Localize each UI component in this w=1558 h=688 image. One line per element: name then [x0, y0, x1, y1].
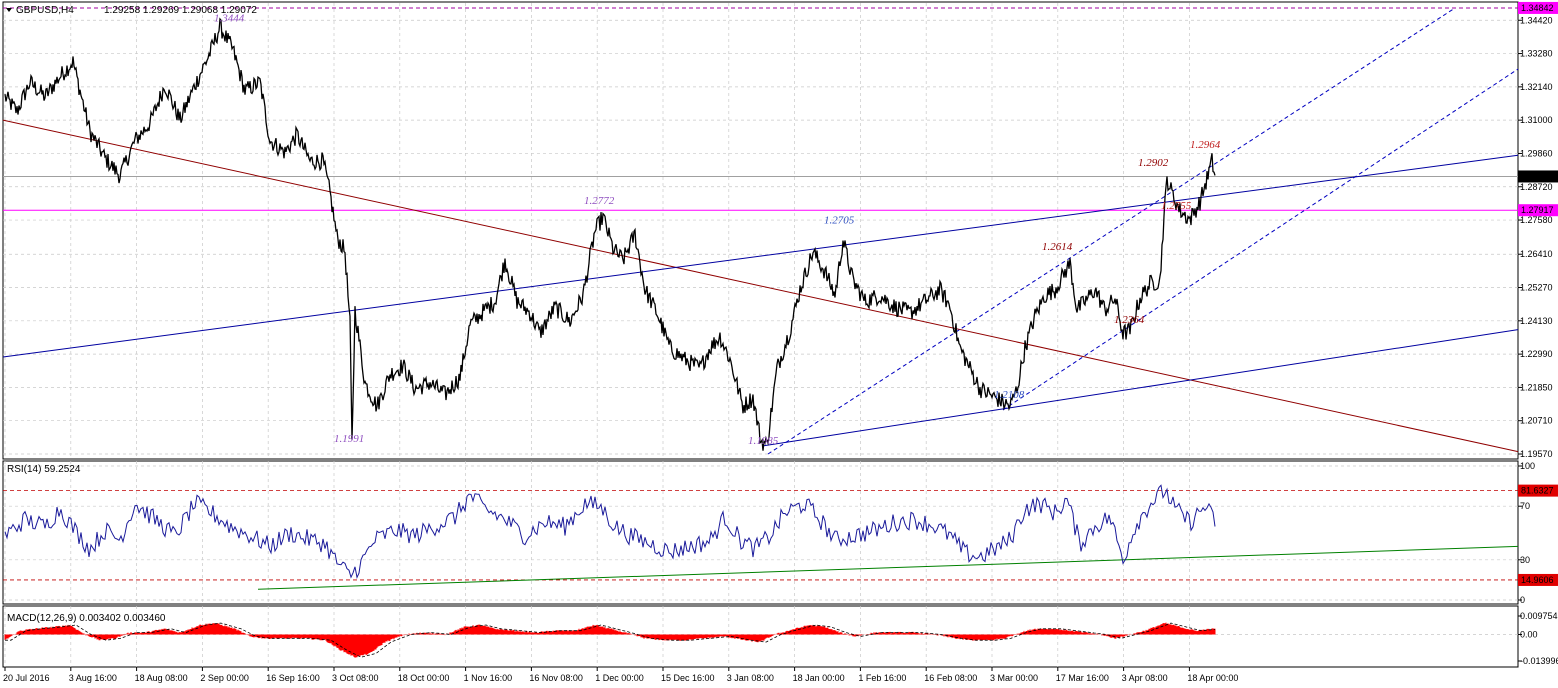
macd-histogram — [4, 622, 1216, 658]
price-annotation: 1.3444 — [214, 13, 245, 25]
rsi-tag-label: 14.9606 — [1521, 575, 1554, 585]
x-tick-label: 16 Sep 16:00 — [266, 673, 320, 683]
horizontal-levels — [3, 7, 1518, 211]
y-tick-label: 0.009754 — [1520, 611, 1558, 621]
y-tick-label: 1.25270 — [1520, 283, 1553, 293]
x-axis-labels: 20 Jul 2016 3 Aug 16:00 18 Aug 08:00 2 Sep … — [3, 667, 1238, 683]
y-tick-label: -0.013996 — [1520, 656, 1558, 666]
price-tag-bg — [1518, 1, 1558, 14]
x-tick-label: 15 Dec 16:00 — [661, 673, 715, 683]
x-tick-label: 1 Feb 16:00 — [858, 673, 906, 683]
y-tick-label: 1.20710 — [1520, 416, 1553, 426]
x-tick-label: 18 Apr 00:00 — [1187, 673, 1238, 683]
x-tick-label: 1 Dec 00:00 — [595, 673, 644, 683]
x-tick-label: 3 Oct 08:00 — [332, 673, 379, 683]
y-tick-label: 70 — [1520, 501, 1530, 511]
trendline — [1002, 68, 1519, 411]
y-tick-label: 0 — [1520, 595, 1525, 605]
y-tick-label: 0.00 — [1520, 629, 1538, 639]
y-tick-label: 1.27580 — [1520, 215, 1553, 225]
price-annotation: 1.2108 — [994, 389, 1025, 401]
rsi-series — [4, 484, 1216, 580]
price-annotation: 1.2964 — [1190, 139, 1221, 151]
price-annotation: 1.1985 — [748, 435, 779, 447]
x-tick-label: 18 Aug 08:00 — [135, 673, 188, 683]
y-tick-label: 1.19570 — [1520, 449, 1553, 459]
rsi-tag-label: 81.6327 — [1521, 486, 1554, 496]
main-price-panel — [2, 1, 1519, 460]
price-tag-label: 1.34842 — [1521, 3, 1554, 13]
x-tick-label: 3 Jan 08:00 — [727, 673, 774, 683]
price-tag-label: 1.27917 — [1521, 205, 1554, 215]
rsi-panel — [2, 460, 1519, 605]
price-annotation: 1.2705 — [824, 215, 855, 227]
x-tick-label: 18 Oct 00:00 — [398, 673, 450, 683]
price-annotations: 1.3444 1.1991 1.2772 1.1985 1.2705 1.2108 1.26… — [214, 13, 1221, 447]
macd-label: MACD(12,26,9) 0.003402 0.003460 — [7, 613, 166, 624]
x-tick-label: 3 Aug 16:00 — [69, 673, 117, 683]
price-annotation: 1.2614 — [1042, 241, 1073, 253]
y-axis-labels: 1.34420 1.33280 1.32140 1.31000 1.29860 1.287… — [1518, 15, 1558, 666]
chart-menu-icon[interactable] — [6, 8, 12, 12]
price-series — [4, 17, 1216, 451]
trendlines — [2, 7, 1519, 455]
x-tick-label: 16 Nov 08:00 — [529, 673, 583, 683]
x-tick-label: 17 Mar 16:00 — [1056, 673, 1109, 683]
y-tick-label: 1.34420 — [1520, 15, 1553, 25]
price-annotation: 1.1991 — [334, 433, 364, 445]
y-tick-label: 1.26410 — [1520, 249, 1553, 259]
price-tag-bg — [1518, 204, 1558, 217]
trendline — [762, 329, 1519, 447]
x-tick-label: 16 Feb 08:00 — [924, 673, 977, 683]
trendline — [2, 154, 1519, 358]
y-tick-label: 1.31000 — [1520, 115, 1553, 125]
x-tick-label: 3 Apr 08:00 — [1122, 673, 1168, 683]
price-annotation: 1.2772 — [584, 195, 615, 207]
grid — [3, 3, 1518, 667]
y-tick-label: 30 — [1520, 555, 1530, 565]
x-tick-label: 20 Jul 2016 — [3, 673, 50, 683]
macd-signal-line — [5, 622, 1216, 658]
y-tick-label: 100 — [1520, 461, 1535, 471]
price-tags: 1.34842 1.29072 1.27917 81.6327 14.9606 — [1518, 1, 1558, 586]
price-annotation: 1.2902 — [1138, 157, 1169, 169]
symbol-label: GBPUSD,H4 — [16, 5, 74, 16]
trendline — [2, 119, 1519, 453]
y-tick-label: 1.24130 — [1520, 316, 1553, 326]
x-tick-label: 3 Mar 00:00 — [990, 673, 1038, 683]
y-tick-label: 1.33280 — [1520, 49, 1553, 59]
price-tag-bg — [1518, 170, 1558, 183]
y-tick-label: 1.32140 — [1520, 82, 1553, 92]
ohlc-label: 1.29258 1.29269 1.29068 1.29072 — [104, 5, 257, 16]
rsi-trendline — [257, 545, 1519, 590]
price-tag-label: 1.29072 — [1521, 171, 1554, 181]
rsi-levels — [3, 490, 1519, 590]
trendline — [767, 7, 1456, 455]
y-tick-label: 1.21850 — [1520, 382, 1553, 392]
price-annotation: 1.2364 — [1114, 314, 1145, 326]
rsi-tag-bg — [1518, 484, 1558, 497]
price-annotation: 1.2755 — [1161, 200, 1192, 212]
x-tick-label: 2 Sep 00:00 — [200, 673, 249, 683]
y-tick-label: 1.29860 — [1520, 148, 1553, 158]
y-tick-label: 1.22990 — [1520, 349, 1553, 359]
x-tick-label: 18 Jan 00:00 — [793, 673, 845, 683]
rsi-label: RSI(14) 59.2524 — [7, 464, 81, 475]
y-tick-label: 1.28720 — [1520, 182, 1553, 192]
x-tick-label: 1 Nov 16:00 — [464, 673, 513, 683]
rsi-tag-bg — [1518, 573, 1558, 586]
